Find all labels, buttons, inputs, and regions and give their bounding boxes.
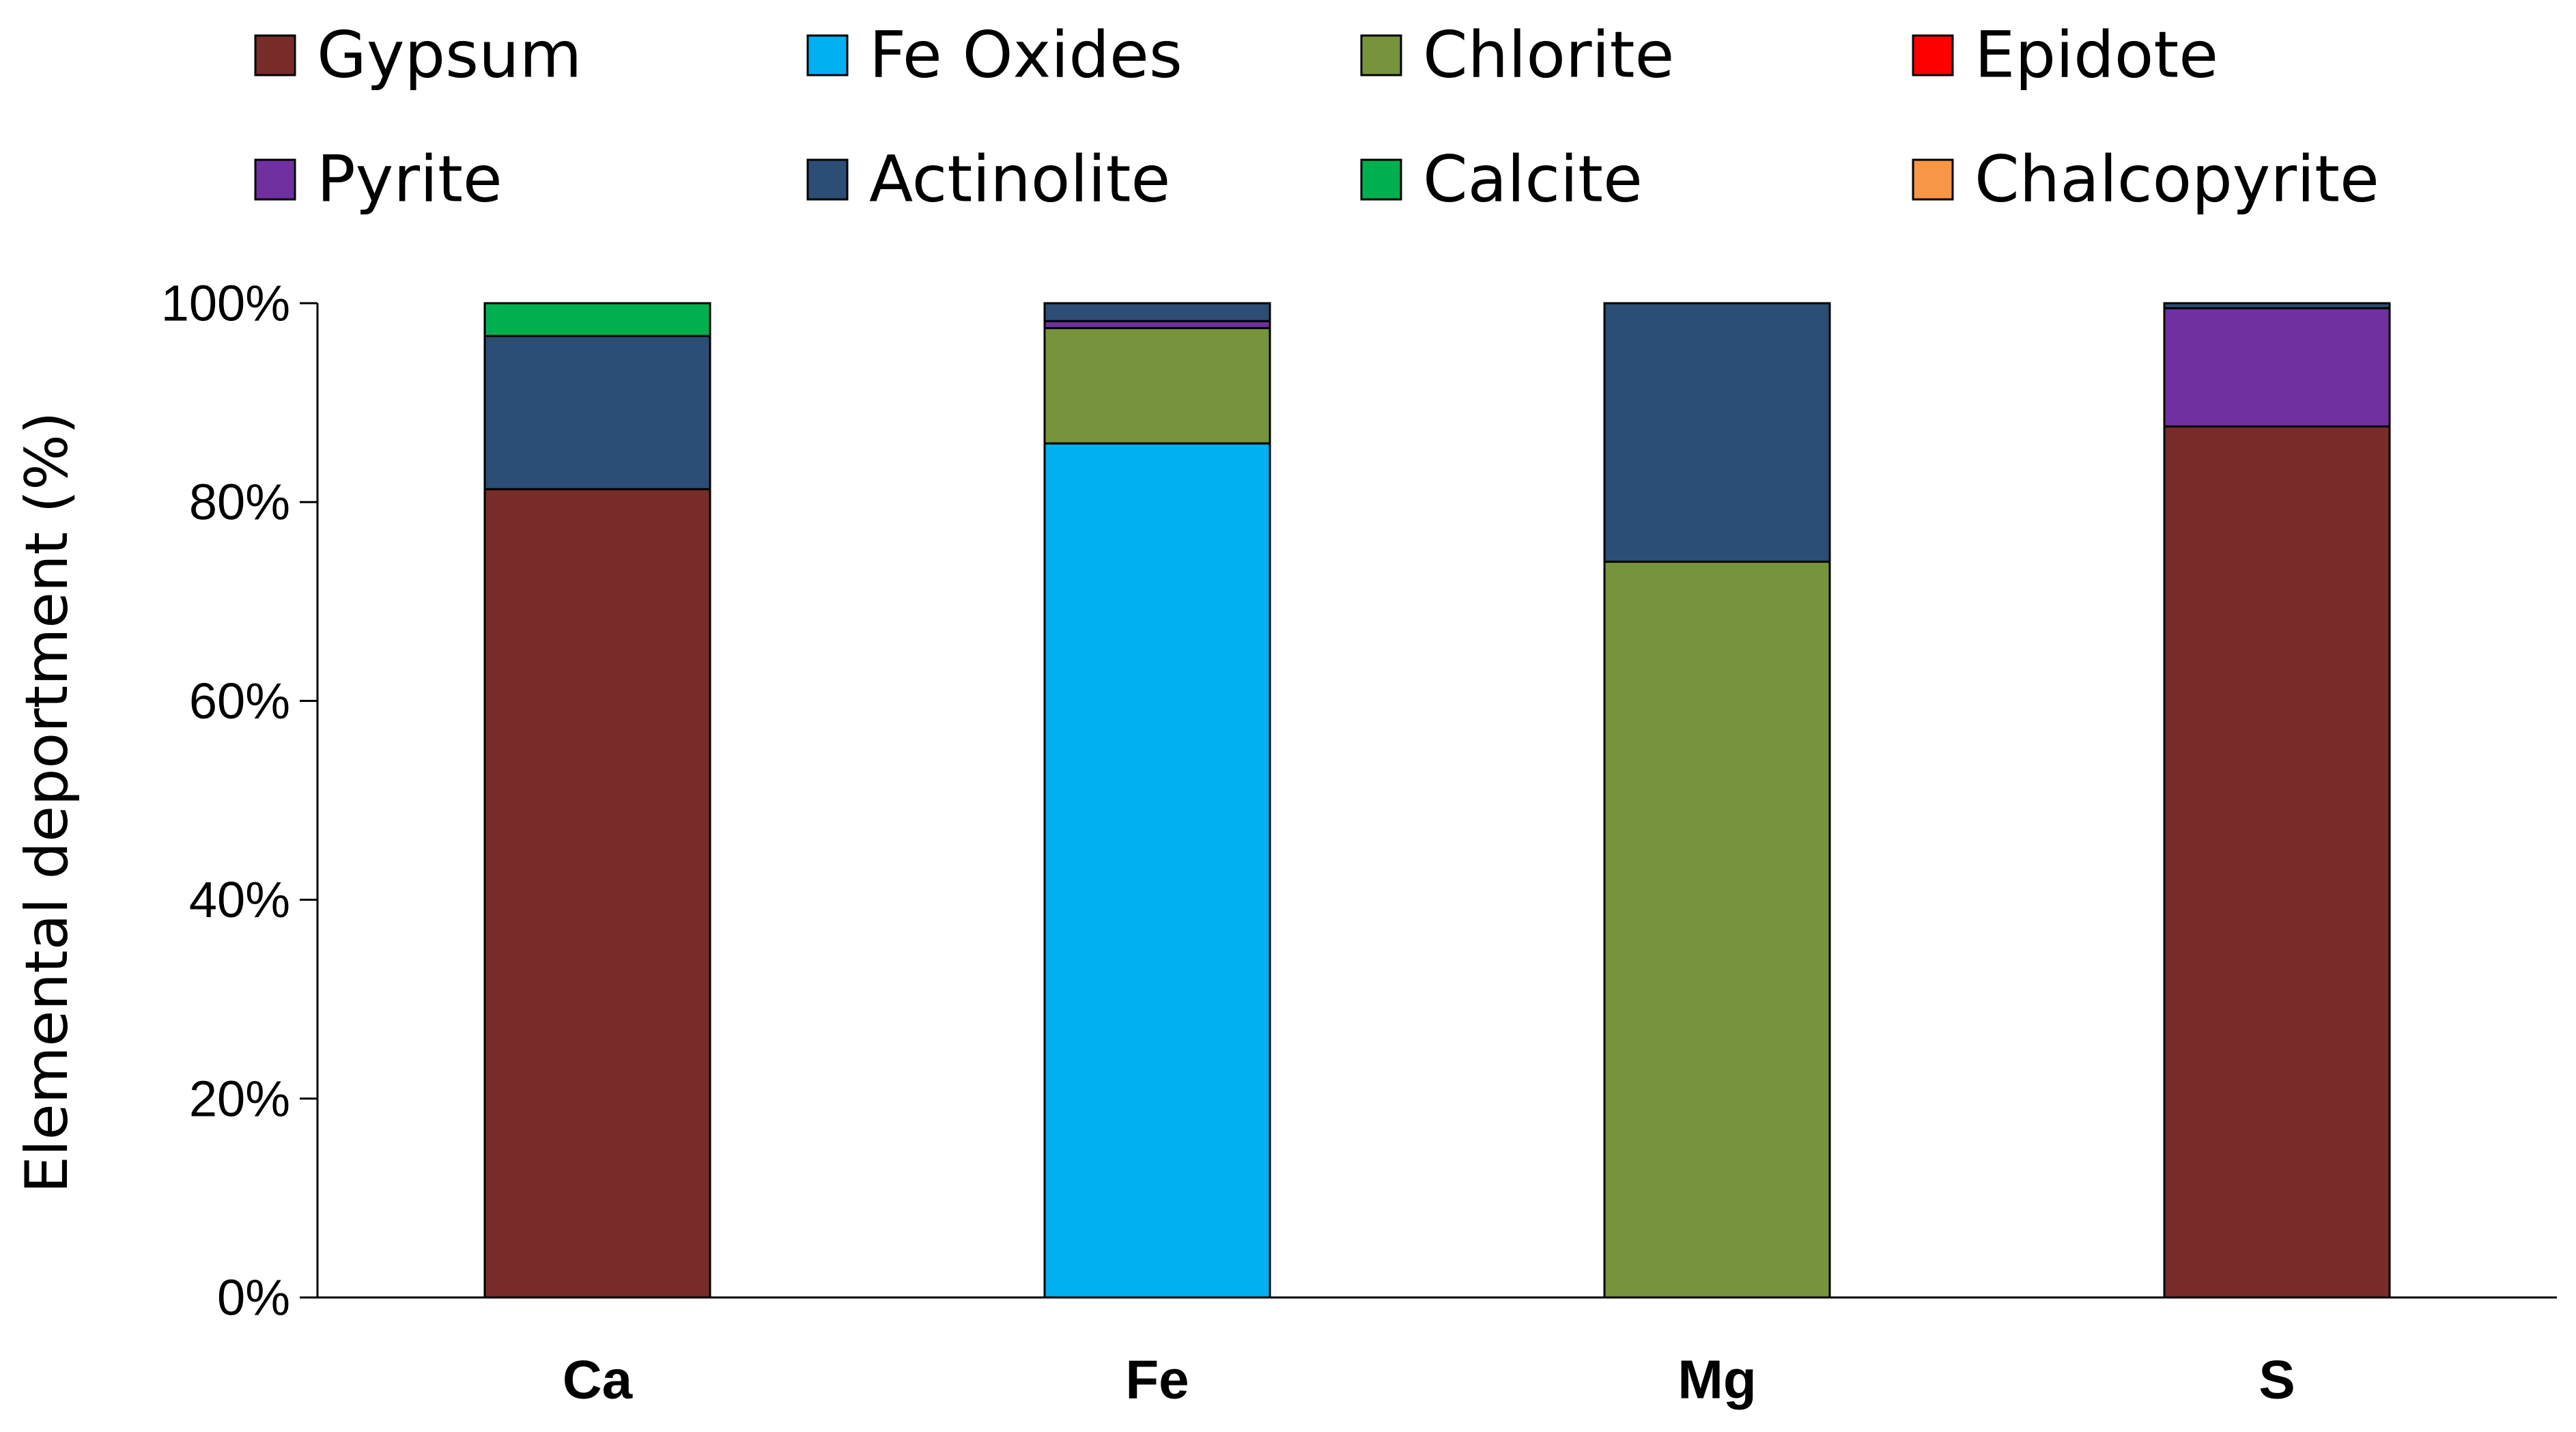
legend-swatch-fe-oxides — [806, 34, 849, 76]
legend-label-calcite: Calcite — [1423, 143, 1643, 217]
legend-label-actinolite: Actinolite — [869, 143, 1170, 217]
legend-label-epidote: Epidote — [1975, 18, 2218, 93]
bar-segment-ca-actinolite — [483, 335, 711, 490]
y-axis: 0% 20% 40% 60% 80% 100% — [161, 275, 319, 1326]
bar-segment-ca-calcite — [483, 302, 711, 337]
bar-segment-mg-actinolite — [1603, 302, 1831, 563]
legend-label-gypsum: Gypsum — [317, 18, 582, 93]
y-tick-label: 100% — [161, 275, 290, 332]
x-tick-label-s: S — [2259, 1349, 2295, 1410]
x-tick-label-fe: Fe — [1125, 1349, 1189, 1410]
bar-segment-s-gypsum — [2163, 425, 2391, 1299]
x-tick-label-ca: Ca — [563, 1349, 633, 1410]
y-tick-label: 60% — [189, 673, 290, 729]
legend-swatch-calcite — [1360, 158, 1402, 201]
y-tick-label: 80% — [189, 474, 290, 531]
x-tick-label-mg: Mg — [1678, 1349, 1757, 1410]
y-tick-label: 0% — [217, 1269, 290, 1326]
bar-segment-s-actinolite — [2163, 302, 2391, 309]
bar-segment-ca-gypsum — [483, 488, 711, 1299]
x-axis: Ca Fe Mg S — [317, 1296, 2557, 1410]
legend-label-chlorite: Chlorite — [1423, 18, 1674, 93]
y-tick-label: 40% — [189, 871, 290, 928]
legend-swatch-actinolite — [806, 158, 849, 201]
legend: Gypsum Fe Oxides Chlorite Epidote Pyrite Acti… — [254, 18, 2379, 217]
bars — [483, 302, 2391, 1299]
legend-label-chalcopyrite: Chalcopyrite — [1975, 143, 2379, 217]
bar-segment-mg-chlorite — [1603, 561, 1831, 1299]
legend-swatch-chalcopyrite — [1912, 158, 1954, 201]
bar-segment-fe-fe-oxides — [1043, 442, 1271, 1299]
bar-segment-fe-pyrite — [1043, 320, 1271, 329]
bar-segment-fe-actinolite — [1043, 302, 1271, 322]
y-tick-label: 20% — [189, 1070, 290, 1127]
legend-swatch-chlorite — [1360, 34, 1402, 76]
legend-label-fe-oxides: Fe Oxides — [869, 18, 1183, 93]
legend-label-pyrite: Pyrite — [317, 143, 503, 217]
legend-swatch-epidote — [1912, 34, 1954, 76]
bar-segment-fe-chlorite — [1043, 326, 1271, 445]
legend-swatch-gypsum — [254, 34, 296, 76]
bar-segment-s-pyrite — [2163, 307, 2391, 428]
legend-swatch-pyrite — [254, 158, 296, 201]
y-axis-title: Elemental deportment (%) — [13, 412, 81, 1194]
